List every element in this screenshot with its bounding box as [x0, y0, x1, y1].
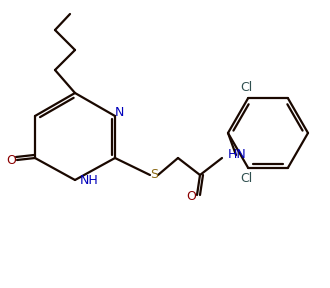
Text: Cl: Cl: [240, 81, 252, 94]
Text: Cl: Cl: [240, 172, 252, 185]
Text: O: O: [186, 190, 196, 202]
Text: N: N: [114, 107, 124, 120]
Text: HN: HN: [228, 147, 247, 160]
Text: NH: NH: [80, 173, 98, 187]
Text: S: S: [150, 168, 158, 181]
Text: O: O: [6, 154, 16, 166]
